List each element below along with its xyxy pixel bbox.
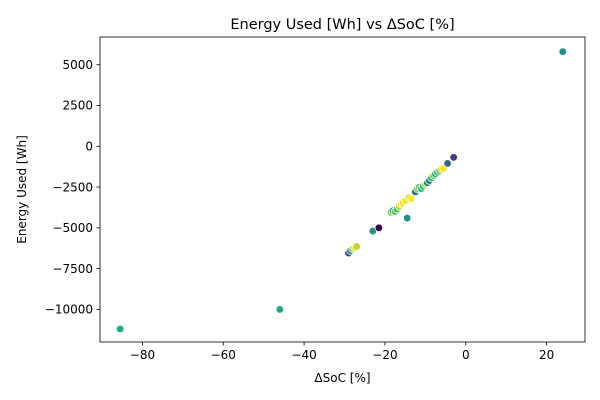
y-tick-label: 5000 (62, 58, 93, 72)
data-point (443, 159, 452, 168)
x-axis-ticks: −80 −60 −40 −20 0 20 (130, 342, 554, 362)
x-tick-label: −20 (372, 348, 397, 362)
x-axis-label: ΔSoC [%] (314, 371, 370, 385)
y-tick-label: −5000 (52, 221, 93, 235)
data-point (116, 324, 125, 334)
y-tick-label: 2500 (62, 99, 93, 113)
y-tick-label: 0 (85, 139, 93, 153)
y-axis-label: Energy Used [Wh] (15, 135, 29, 244)
x-tick-label: 20 (539, 348, 554, 362)
data-point (275, 305, 285, 314)
data-point (352, 242, 361, 251)
plot-area-frame (99, 36, 586, 343)
points-layer (116, 47, 567, 334)
data-point (403, 213, 412, 223)
y-axis-ticks: −10000 −7500 −5000 −2500 0 2500 5000 (45, 58, 100, 317)
x-tick-label: −40 (291, 348, 316, 362)
x-tick-label: −80 (130, 348, 155, 362)
data-point (558, 47, 567, 56)
x-tick-label: 0 (462, 348, 470, 362)
chart-title: Energy Used [Wh] vs ΔSoC [%] (230, 17, 454, 33)
y-tick-label: −7500 (52, 262, 93, 276)
y-tick-label: −10000 (45, 303, 93, 317)
data-point (449, 153, 458, 162)
data-point (407, 194, 416, 203)
data-point (374, 223, 384, 232)
y-tick-label: −2500 (52, 180, 93, 194)
x-tick-label: −60 (211, 348, 236, 362)
